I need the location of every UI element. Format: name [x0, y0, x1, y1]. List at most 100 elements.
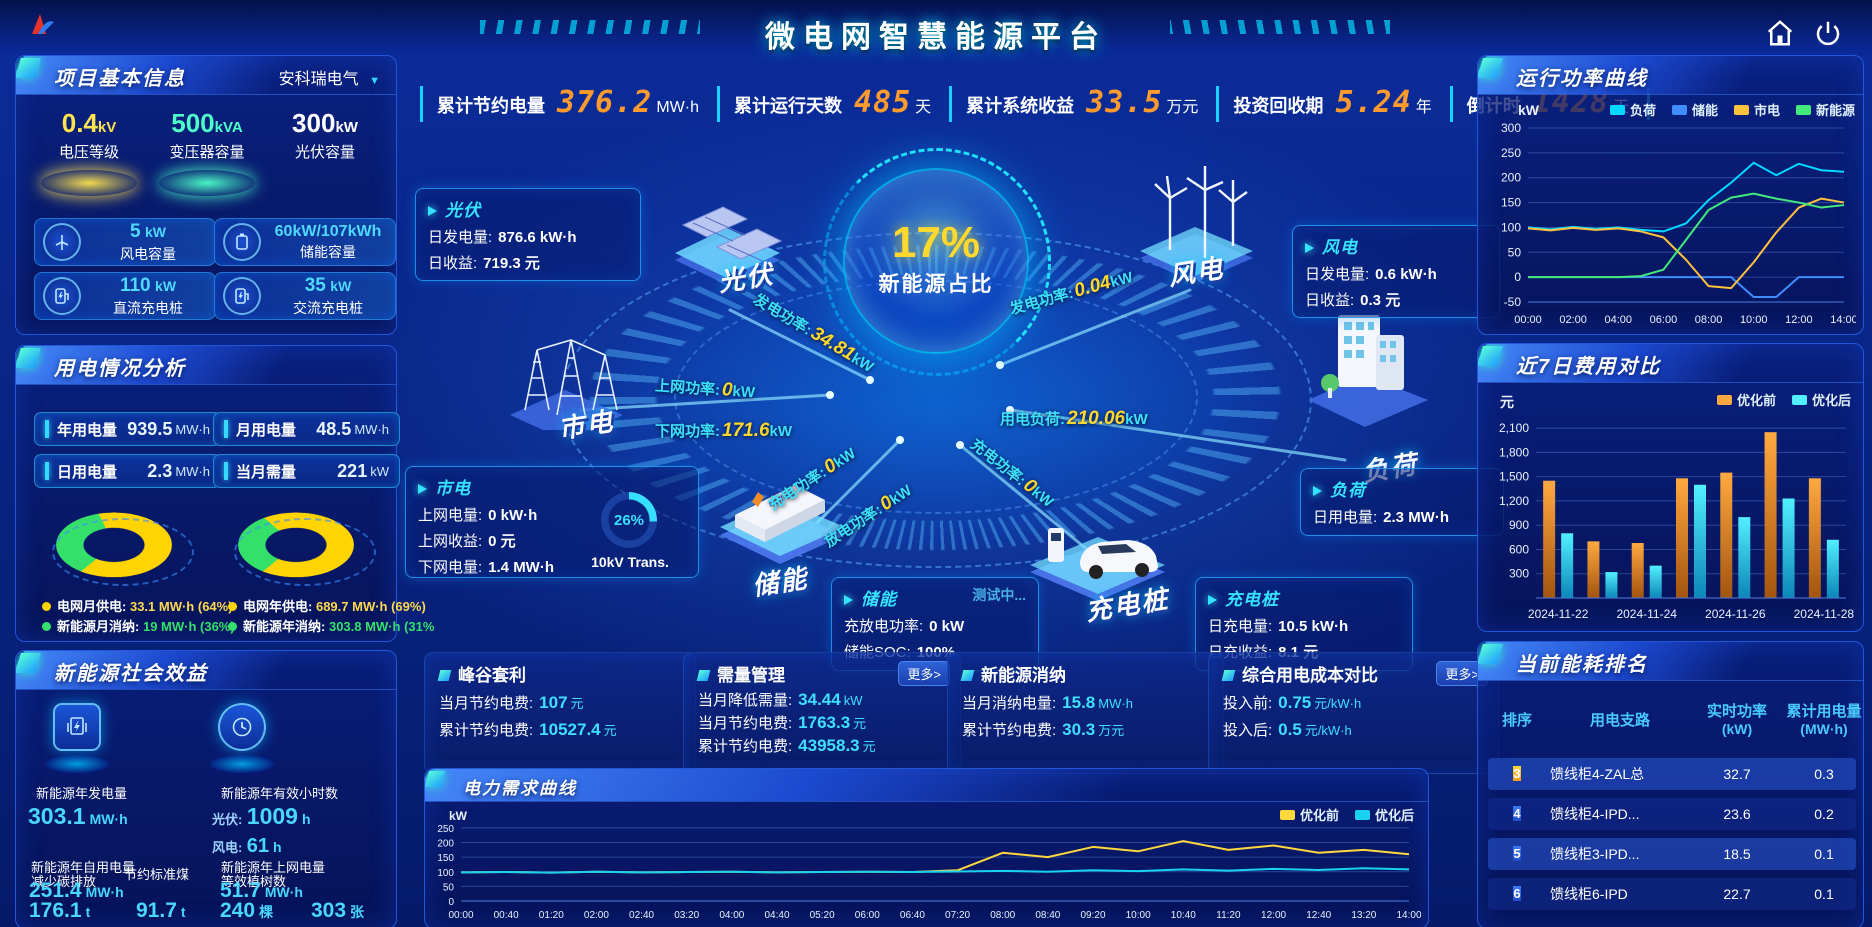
demand-svg: 250 200 150 100 50 0 00:00 00:40 01:20 02:00 02:40…	[437, 824, 1422, 921]
cost7-panel: 近7日费用对比 元 优化前 优化后 300 600 900 1,200 1,500 1,80…	[1477, 343, 1864, 632]
svg-text:0: 0	[448, 897, 454, 908]
corner-icon	[437, 670, 452, 681]
legend-item-市电[interactable]: 市电	[1733, 100, 1780, 119]
power-icon[interactable]	[1813, 18, 1843, 48]
home-icon[interactable]	[1765, 18, 1795, 48]
month-usage-card: 月用电量 48.5 MW·h	[213, 412, 400, 446]
corner-icon	[960, 670, 975, 681]
renewable-share-percent: 17%	[891, 218, 981, 267]
panel-title: 新能源社会效益	[54, 663, 208, 685]
pv-info-box: 光伏 日发电量: 876.6 kW·h 日收益: 719.3 元	[415, 188, 641, 281]
svg-text:2,100: 2,100	[1499, 421, 1529, 435]
panel-corner-icon	[1478, 346, 1503, 366]
transformer-capacity-spot: 500kVA 变压器容量	[148, 108, 266, 196]
svg-text:06:40: 06:40	[900, 910, 925, 921]
svg-text:06:00: 06:00	[1650, 314, 1678, 326]
voltage-level-spot: 0.4kV 电压等级	[30, 108, 148, 196]
legend-item-储能[interactable]: 储能	[1671, 100, 1718, 119]
svg-text:07:20: 07:20	[945, 910, 970, 921]
panel-title: 运行功率曲线	[1516, 68, 1648, 90]
header-band	[0, 0, 1872, 56]
dc-charger-card: 110 kW 直流充电桩	[34, 272, 216, 320]
legend-item-优化前[interactable]: 优化前	[1279, 805, 1339, 824]
legend-new-year: 新能源年消纳: 303.8 MW·h (31%	[228, 616, 434, 635]
svg-text:14:00: 14:00	[1830, 314, 1856, 326]
grid-import-power-flow: 下网功率: 171.6kW	[655, 420, 793, 441]
svg-text:600: 600	[1509, 542, 1529, 556]
svg-text:1,500: 1,500	[1499, 470, 1529, 484]
generation-pedestal	[41, 703, 113, 777]
legend-item-新能源[interactable]: 新能源	[1795, 100, 1855, 119]
cost-compare-box: 综合用电成本对比 更多> 投入前: 0.75 元/kW·h 投入后: 0.5 元/kW·…	[1208, 652, 1499, 774]
ac-charger-icon	[223, 277, 261, 315]
panel-title: 近7日费用对比	[1516, 356, 1662, 378]
gen-value: 303.1 MW·h	[28, 803, 128, 829]
pv-capacity-spot: 300kW 光伏容量	[266, 108, 384, 196]
legend-item-负荷[interactable]: 负荷	[1609, 100, 1656, 119]
company-dropdown[interactable]: 安科瑞电气 ▼	[278, 71, 380, 88]
svg-text:03:20: 03:20	[674, 910, 699, 921]
y-axis-unit: kW	[1518, 102, 1539, 118]
project-info-header: 项目基本信息 安科瑞电气 ▼	[16, 56, 396, 95]
month-mix-donut	[52, 492, 194, 588]
self-use-value: 251.4 MW·h	[29, 879, 124, 902]
legend-item-优化后[interactable]: 优化后	[1791, 390, 1851, 409]
svg-text:50: 50	[1508, 245, 1522, 259]
svg-text:04:00: 04:00	[719, 910, 744, 921]
pv-hours-value: 光伏: 1009 h	[212, 803, 311, 829]
svg-text:10:40: 10:40	[1171, 910, 1196, 921]
spot-glow	[159, 170, 255, 196]
run_power-svg: 300 250 200 150 100 50 0 -50 00:00 02:00 04:00 06:0…	[1501, 121, 1858, 326]
donut-ring	[234, 518, 376, 586]
svg-text:08:00: 08:00	[1695, 314, 1723, 326]
usage-analysis-panel: 用电情况分析 年用电量 939.5 MW·h 月用电量 48.5 MW·h 日用电量…	[15, 345, 434, 642]
legend-swatch	[1609, 104, 1625, 115]
legend-new-month: 新能源月消纳: 19 MW·h (36%)	[42, 616, 235, 635]
panel-title: 项目基本信息	[54, 68, 186, 90]
ranking-row[interactable]: 6 馈线柜6-IPD 22.7 0.1	[1488, 878, 1856, 910]
svg-text:09:20: 09:20	[1080, 910, 1105, 921]
header-decor-left	[480, 20, 700, 34]
svg-text:02:00: 02:00	[1559, 314, 1587, 326]
svg-text:04:00: 04:00	[1605, 314, 1633, 326]
svg-text:12:00: 12:00	[1261, 910, 1286, 921]
svg-text:10:00: 10:00	[1740, 314, 1768, 326]
ev-charger-icon	[1030, 528, 1165, 601]
demand-legend: 优化前 优化后	[1264, 805, 1414, 824]
ranking-row[interactable]: 5 馈线柜3-IPD... 18.5 0.1	[1488, 838, 1856, 870]
transformer-label: 10kV Trans.	[591, 554, 669, 570]
kpi-run-days: 累计运行天数 485 天	[716, 86, 949, 122]
ac-charger-card: 35 kW 交流充电桩	[214, 272, 396, 320]
demand-curve-header: 电力需求曲线	[425, 769, 1428, 802]
cost7-chart: 300 600 900 1,200 1,500 1,800 2,100 2024-11-22 2…	[1484, 408, 1856, 629]
renewable-consume-box: 新能源消纳 当月消纳电量: 15.8 MW·h 累计节约电费: 30.3 万元	[947, 652, 1224, 774]
svg-text:00:00: 00:00	[448, 910, 473, 921]
arrow-icon	[1305, 243, 1314, 253]
chevron-down-icon: ▼	[369, 75, 380, 87]
panel-corner-icon	[1478, 644, 1503, 664]
arrow-icon	[844, 595, 853, 605]
svg-text:300: 300	[1509, 567, 1529, 581]
project-info-panel: 项目基本信息 安科瑞电气 ▼ 0.4kV 电压等级 500kVA 变压器容量 3…	[15, 55, 397, 335]
run-power-header: 运行功率曲线	[1478, 56, 1863, 95]
legend-item-优化后[interactable]: 优化后	[1354, 805, 1414, 824]
cost7-svg: 300 600 900 1,200 1,500 1,800 2,100 2024-11-22 2…	[1499, 421, 1854, 621]
ranking-row[interactable]: 4 馈线柜4-IPD... 23.6 0.2	[1488, 798, 1856, 830]
kpi-saved-energy: 累计节约电量 376.2 MW·h	[420, 86, 717, 122]
social-benefit-panel: 新能源社会效益 新能源年发电量 303.1 MW·h 新能源年有效小时数 光伏: …	[15, 650, 397, 927]
demand-chart: 250 200 150 100 50 0 00:00 00:40 01:20 02:00 02:40…	[431, 819, 1422, 927]
wind-info-box: 风电 日发电量: 0.6 kW·h 日收益: 0.3 元	[1292, 225, 1500, 318]
demand-mgmt-box: 需量管理 更多> 当月降低需量: 34.44 kW 当月节约电费: 1763.3 元 累…	[683, 652, 961, 774]
grid-export-value: 51.7 MW·h	[220, 879, 303, 902]
demand-more-button[interactable]: 更多>	[898, 661, 950, 686]
legend-item-优化前[interactable]: 优化前	[1716, 390, 1776, 409]
svg-text:05:20: 05:20	[810, 910, 835, 921]
tree-value: 240 棵	[220, 899, 274, 922]
svg-text:100: 100	[1501, 220, 1521, 234]
ranking-panel: 当前能耗排名 排序 用电支路 实时功率 (kW) 累计用电量 (MW·h) 3 馈线…	[1477, 641, 1864, 927]
battery-storage-icon: Battery	[720, 485, 845, 564]
dc-charger-icon	[43, 277, 81, 315]
svg-text:200: 200	[437, 839, 454, 850]
svg-text:12:00: 12:00	[1785, 314, 1813, 326]
ranking-row[interactable]: 3 馈线柜4-ZAL总 32.7 0.3	[1488, 758, 1856, 790]
